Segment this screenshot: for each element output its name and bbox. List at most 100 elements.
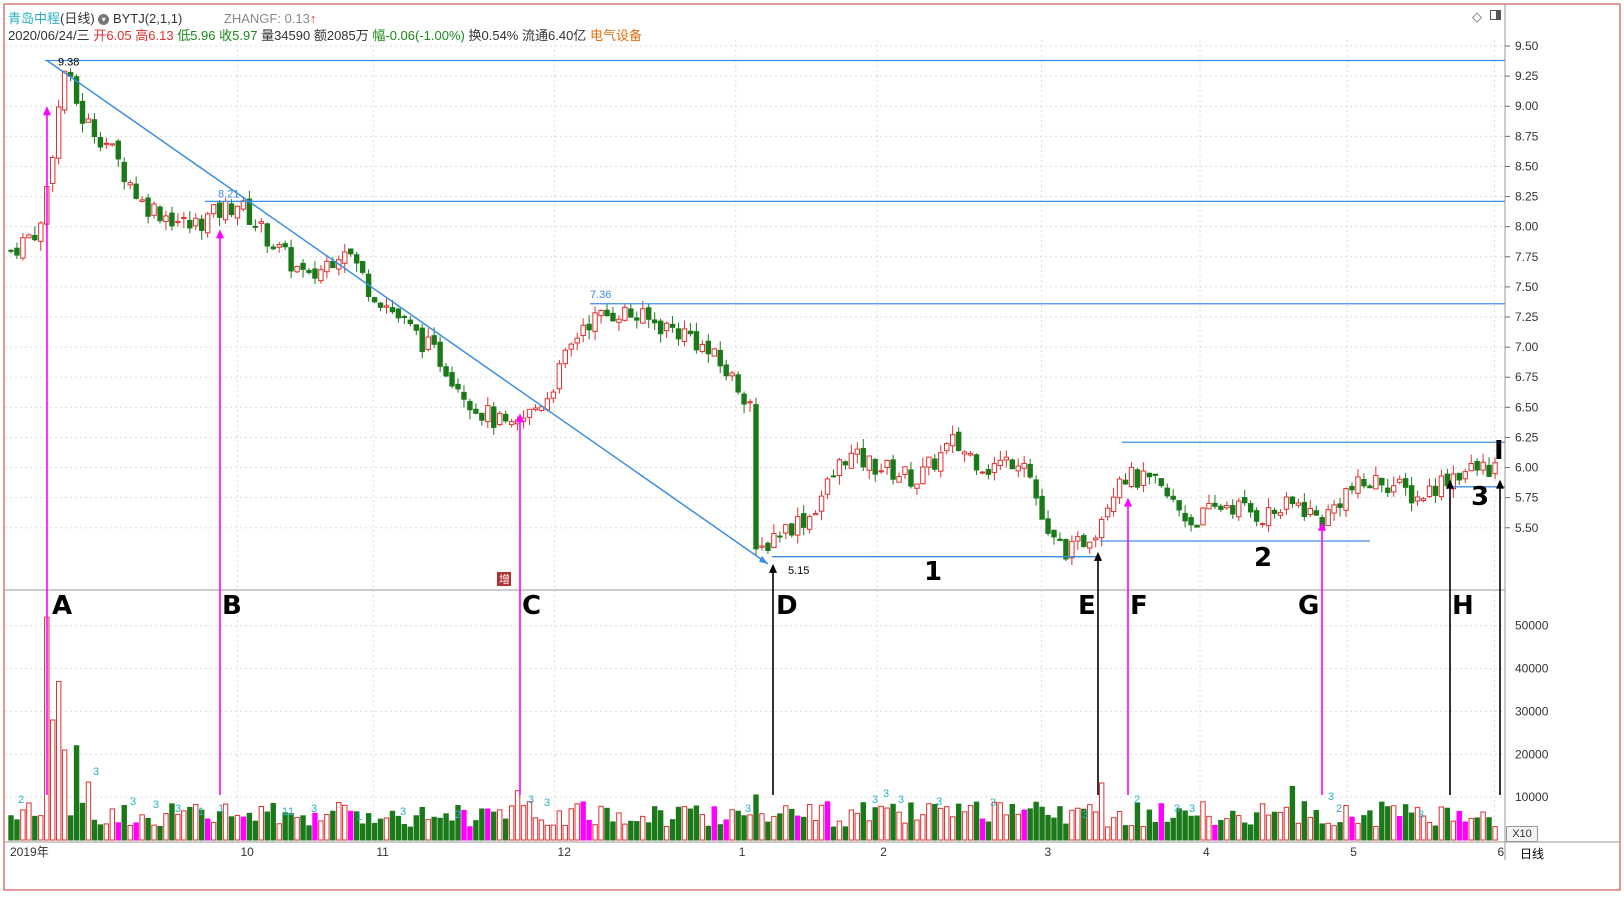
volume-bar	[1355, 822, 1361, 841]
signal-count-label: 3	[93, 766, 99, 778]
candle-body	[204, 213, 211, 234]
candle-body	[294, 265, 300, 273]
candle-body	[687, 330, 694, 335]
volume-bar	[282, 812, 288, 841]
candle-body	[1003, 456, 1010, 461]
volume-bar	[377, 818, 384, 841]
candle-body	[705, 340, 712, 355]
candle-body	[383, 305, 390, 308]
candle-body	[115, 140, 121, 160]
panel-toggle-icon[interactable]	[1490, 10, 1501, 20]
candle-body	[1289, 496, 1296, 505]
volume-bar	[1432, 825, 1439, 841]
stock-title[interactable]: 青岛中程	[8, 11, 61, 26]
marker-arrowhead-B	[216, 229, 224, 239]
candle-body	[1164, 487, 1170, 497]
marker-label-F: F	[1130, 591, 1148, 621]
volume-bar	[32, 815, 38, 841]
volume-bar	[1337, 822, 1343, 841]
candle-body	[949, 434, 956, 447]
volume-bar	[520, 805, 527, 841]
volume-bar	[967, 804, 974, 841]
candle-body	[640, 308, 646, 324]
candle-body	[1426, 485, 1433, 498]
candle-body	[753, 404, 759, 550]
candle-body	[491, 406, 497, 428]
candle-body	[902, 466, 908, 475]
candle-body	[818, 495, 825, 512]
volume-bar	[1277, 811, 1284, 841]
diamond-icon[interactable]: ◇	[1472, 9, 1482, 24]
candle-body	[91, 119, 98, 138]
candle-body	[413, 324, 419, 331]
candle-body	[854, 448, 861, 455]
candle-body	[806, 516, 813, 530]
volume-bar	[1379, 801, 1385, 841]
volume-bar	[616, 812, 622, 841]
candle-body	[139, 199, 145, 202]
volume-bar	[306, 825, 312, 841]
candle-body	[14, 247, 20, 256]
period-button[interactable]: 日线	[1519, 847, 1544, 861]
volume-bar	[1385, 806, 1391, 841]
volume-bar	[1051, 817, 1057, 841]
candle-body	[407, 319, 414, 324]
candle-body	[252, 225, 259, 228]
candle-body	[717, 349, 723, 367]
candle-body	[932, 458, 938, 470]
volume-group	[8, 616, 1498, 841]
volume-bar	[330, 810, 336, 841]
candle-body	[872, 458, 878, 475]
month-label: 5	[1350, 845, 1357, 859]
price-tick-label: 8.75	[1515, 129, 1539, 143]
volume-bar	[1301, 801, 1308, 841]
candle-body	[312, 268, 318, 279]
candle-body	[580, 324, 586, 337]
candle-body	[1158, 478, 1164, 487]
candle-body	[610, 312, 616, 322]
price-tick-label: 8.00	[1515, 220, 1539, 234]
downtrend-line	[46, 59, 769, 565]
volume-bar	[199, 809, 205, 841]
dropdown-icon[interactable]: ▾	[98, 14, 110, 26]
signal-count-label: 1	[356, 811, 362, 823]
volume-label: 量34590	[261, 28, 311, 43]
candle-body	[789, 523, 795, 536]
candle-body	[586, 323, 592, 331]
volume-bar	[753, 794, 759, 841]
price-tick-label: 9.00	[1515, 99, 1539, 113]
candle-body	[1402, 478, 1409, 488]
candle-body	[1259, 523, 1266, 526]
candle-body	[1438, 475, 1445, 498]
candle-body	[1468, 462, 1474, 472]
close-label: 收5.97	[219, 28, 258, 43]
candle-body	[1337, 503, 1343, 508]
candle-body	[330, 260, 336, 269]
candle-body	[1343, 488, 1349, 511]
candle-body	[1385, 487, 1391, 493]
candle-body	[85, 118, 92, 123]
volume-bar	[675, 806, 682, 841]
volume-bar	[550, 824, 557, 841]
volume-bar	[717, 824, 723, 841]
candle-body	[604, 309, 610, 317]
volume-bar	[598, 805, 604, 841]
candle-body	[8, 249, 14, 252]
signal-count-label: 3	[544, 797, 550, 809]
volume-bar	[240, 816, 247, 841]
candle-body	[419, 327, 425, 353]
volume-bar	[288, 813, 294, 841]
candle-body	[1307, 507, 1313, 515]
candle-body	[973, 454, 980, 471]
date-label: 2020/06/24/三	[8, 28, 90, 43]
x10-button[interactable]: X10	[1506, 826, 1538, 842]
candle-body	[1021, 462, 1027, 469]
candle-body	[1236, 500, 1242, 518]
volume-bar	[181, 810, 187, 841]
volume-bar	[765, 821, 771, 841]
indicator-label[interactable]: BYTJ(2,1,1)	[112, 11, 183, 26]
sector-label[interactable]: 电气设备	[589, 28, 642, 43]
signal-count-label: 3	[898, 794, 904, 806]
candle-body	[836, 459, 843, 476]
